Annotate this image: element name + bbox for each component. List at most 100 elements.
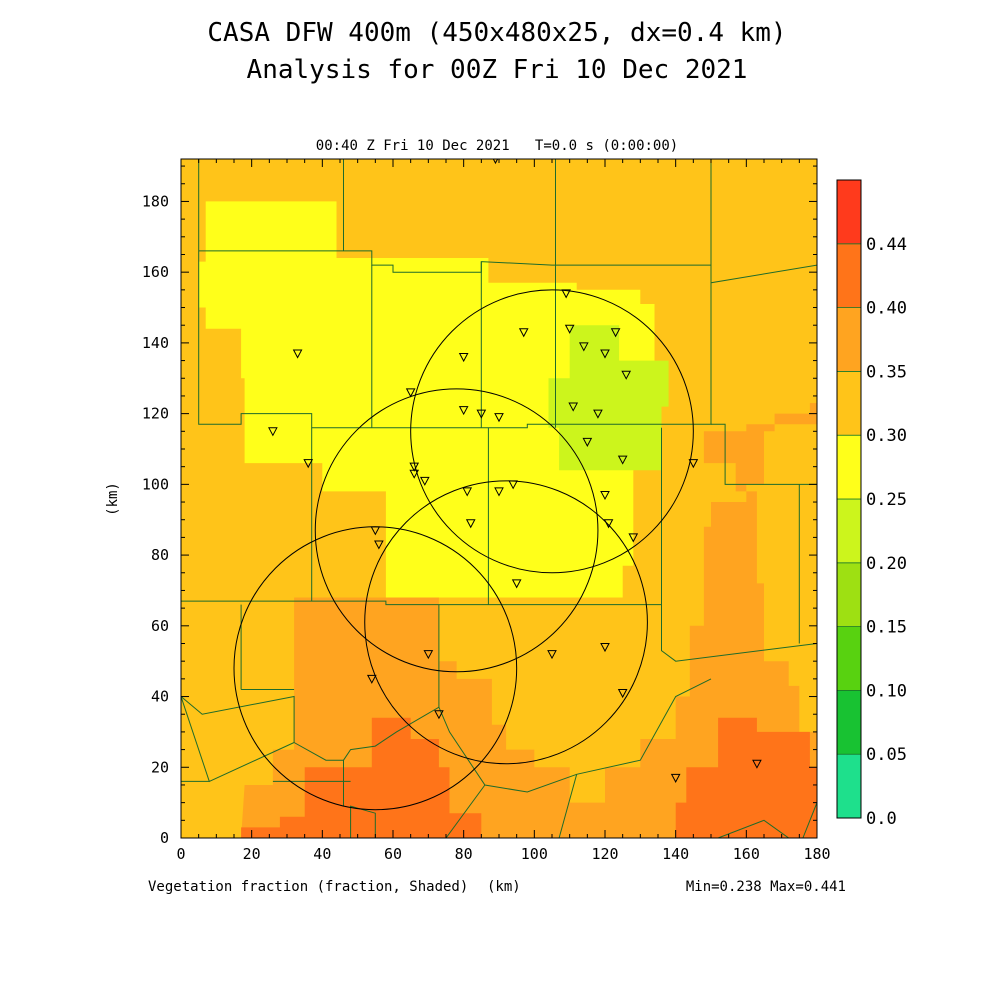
- range-ring-1: [314, 388, 599, 673]
- colorbar-swatch: [836, 179, 862, 245]
- chart-subtitle: Analysis for 00Z Fri 10 Dec 2021: [247, 55, 748, 85]
- shaded-region-2: [548, 325, 669, 471]
- station-marker: [564, 324, 575, 334]
- station-marker: [465, 519, 476, 529]
- station-marker: [458, 406, 469, 416]
- station-marker: [494, 487, 504, 497]
- x-tick-label: 120: [591, 845, 618, 863]
- station-marker: [610, 328, 621, 338]
- colorbar-label: 0.10: [866, 681, 907, 701]
- station-marker: [462, 487, 473, 497]
- station-marker: [511, 579, 522, 589]
- y-axis-label: (km): [105, 482, 121, 516]
- shaded-region-4: [241, 717, 482, 838]
- y-tick-label: 40: [151, 688, 169, 706]
- station-marker: [518, 328, 529, 338]
- range-ring-3: [364, 480, 648, 765]
- y-tick-label: 120: [142, 405, 169, 423]
- colorbar-swatch: [836, 498, 862, 564]
- station-marker: [405, 388, 416, 398]
- plot-time-label: 00:40 Z Fri 10 Dec 2021 T=0.0 s (0:00:00…: [316, 138, 678, 154]
- station-marker: [621, 370, 632, 380]
- station-marker: [600, 643, 610, 653]
- y-axis: 0 20 40 60 80 100 120 140 160 180: [142, 165, 817, 847]
- colorbar-label: 0.35: [866, 362, 907, 382]
- range-ring-2: [410, 289, 694, 574]
- colorbar-label: 0.40: [866, 299, 907, 319]
- county-boundaries: [181, 159, 817, 838]
- station-marker: [409, 469, 420, 479]
- min-max-label: Min=0.238 Max=0.441: [686, 879, 846, 895]
- y-tick-label: 100: [142, 475, 169, 493]
- colorbar-label: 0.05: [866, 745, 907, 765]
- station-marker: [268, 427, 278, 437]
- county-line-22: [350, 805, 376, 838]
- station-marker: [494, 413, 504, 423]
- station-marker: [593, 409, 603, 419]
- county-line-26: [717, 819, 789, 838]
- x-tick-label: 180: [803, 845, 830, 863]
- colorbar-swatch: [836, 562, 862, 627]
- radar-range-rings: [233, 289, 694, 811]
- county-line-14: [181, 601, 712, 793]
- station-marker: [617, 455, 628, 465]
- chart-title: CASA DFW 400m (450x480x25, dx=0.4 km): [207, 18, 786, 48]
- plot-area: 0 20 40 60 80 100 120 140 160 180 0 20 40 60 80 100 120…: [142, 158, 831, 863]
- station-marker: [423, 650, 434, 660]
- colorbar-label: 0.44: [866, 235, 907, 255]
- station-marker: [374, 540, 384, 550]
- colorbar-swatch: [836, 753, 862, 819]
- county-line-25: [802, 802, 817, 838]
- colorbar-label: 0.20: [866, 554, 907, 574]
- y-tick-label: 160: [142, 263, 169, 281]
- x-tick-label: 160: [733, 845, 760, 863]
- station-markers: [268, 159, 762, 783]
- x-axis: 0 20 40 60 80 100 120 140 160 180: [176, 159, 831, 863]
- colorbar-swatch: [836, 690, 862, 755]
- station-marker: [366, 674, 377, 684]
- colorbar-swatch: [836, 434, 862, 500]
- colorbar-swatch: [836, 370, 862, 436]
- x-tick-label: 20: [243, 845, 261, 863]
- y-tick-label: 0: [160, 829, 169, 847]
- county-line-12: [661, 427, 817, 662]
- colorbar-swatch: [836, 243, 862, 309]
- colorbar-label: 0.25: [866, 490, 907, 510]
- station-marker: [688, 459, 699, 469]
- field-label: Vegetation fraction (fraction, Shaded): [148, 879, 468, 895]
- station-marker: [434, 710, 444, 720]
- shaded-region-1: [198, 201, 655, 598]
- x-tick-label: 80: [455, 845, 473, 863]
- station-marker: [561, 289, 571, 299]
- station-marker: [409, 462, 420, 472]
- y-tick-label: 140: [142, 334, 169, 352]
- station-marker: [303, 459, 314, 469]
- x-axis-unit-label: (km): [487, 879, 521, 895]
- station-marker: [670, 773, 681, 783]
- station-marker: [603, 519, 614, 529]
- colorbar-swatch: [836, 626, 862, 691]
- station-marker: [458, 353, 469, 363]
- county-line-3: [711, 423, 817, 485]
- station-marker: [568, 402, 579, 412]
- station-marker: [600, 349, 610, 359]
- station-marker: [628, 533, 639, 543]
- shaded-region-5: [675, 717, 817, 838]
- county-line-24: [558, 774, 578, 838]
- station-marker: [476, 409, 487, 419]
- county-line-2: [198, 159, 712, 429]
- station-marker: [508, 480, 518, 490]
- station-marker: [547, 650, 557, 660]
- station-marker: [578, 342, 589, 352]
- county-line-10: [181, 600, 662, 606]
- station-marker: [582, 437, 593, 447]
- colorbar-label: 0.15: [866, 618, 907, 638]
- colorbar-swatch: [836, 307, 862, 372]
- station-marker: [292, 349, 303, 359]
- y-tick-label: 80: [151, 546, 169, 564]
- colorbar: 0.0 0.05 0.10 0.15 0.20 0.25 0.30 0.35 0.40 0.44: [836, 179, 907, 829]
- station-marker: [370, 526, 381, 536]
- x-tick-label: 0: [176, 845, 185, 863]
- station-marker: [600, 490, 610, 501]
